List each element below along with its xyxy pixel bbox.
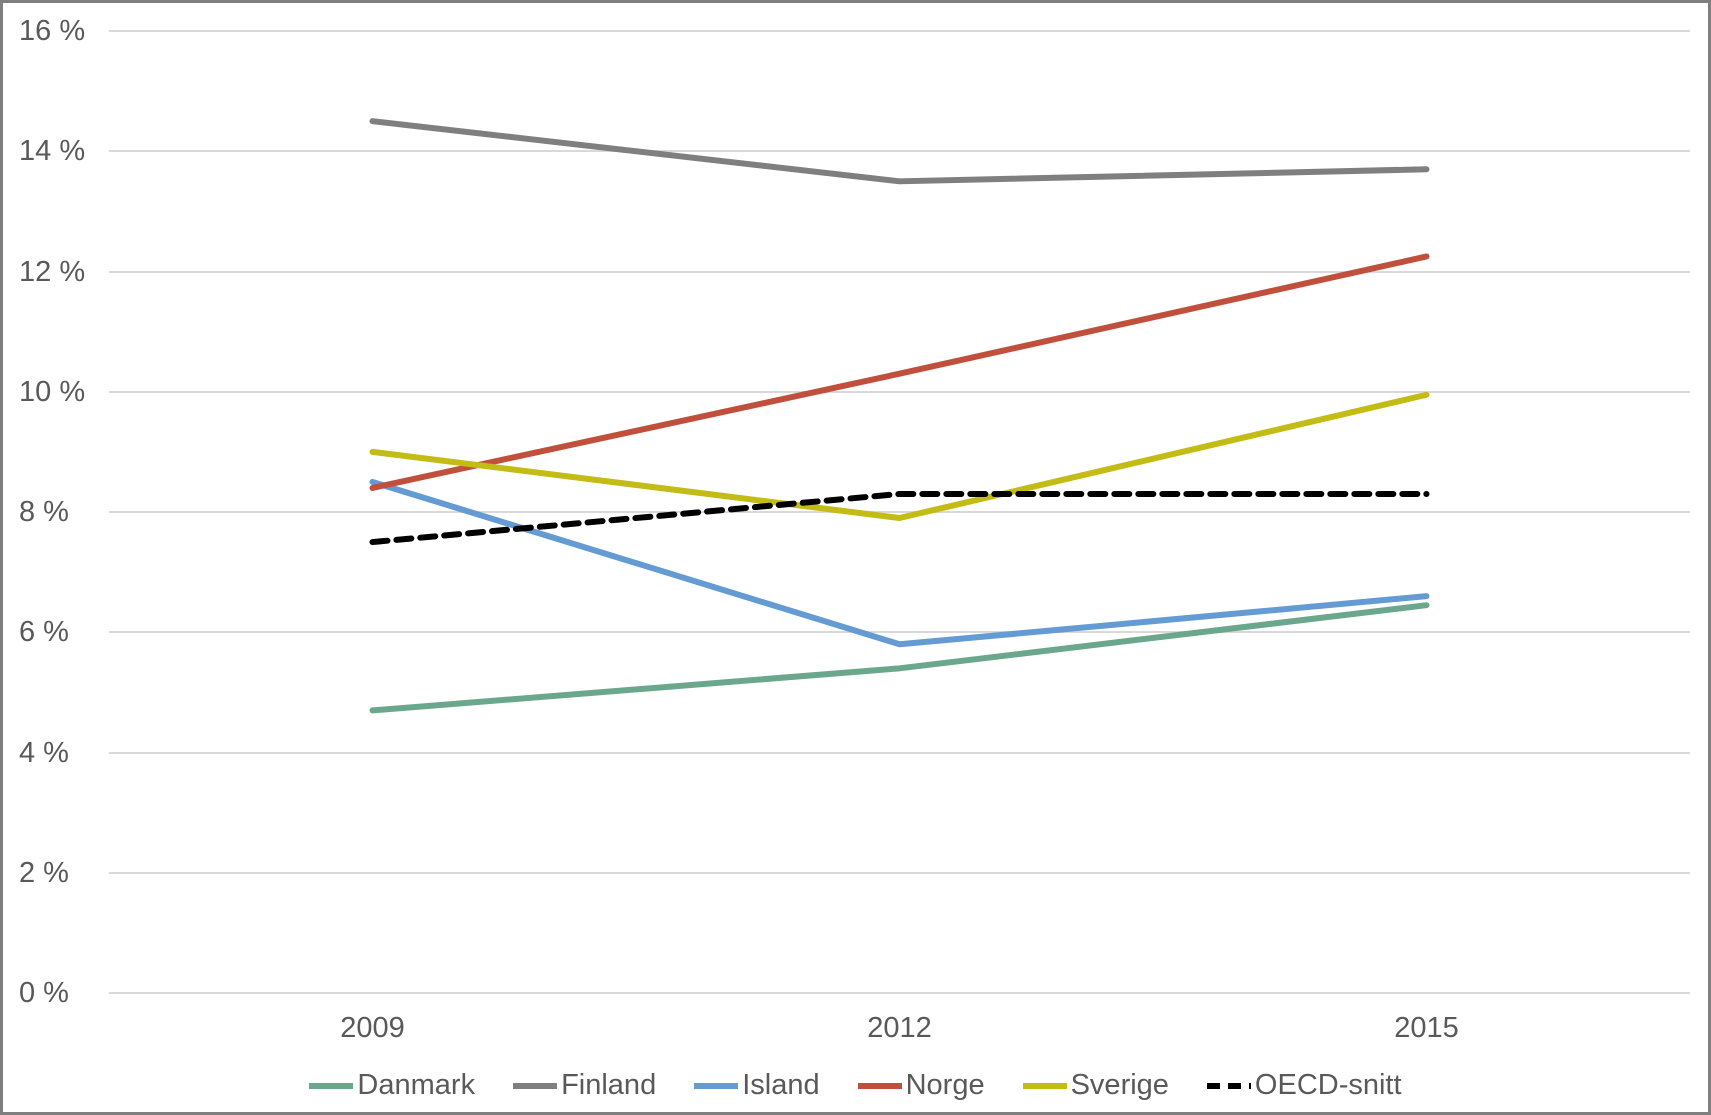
series-line-sverige [369, 391, 1430, 522]
legend-label-sverige: Sverige [1070, 1069, 1169, 1101]
sverige-line-swatch-icon [1022, 1082, 1067, 1089]
gridline [109, 390, 1690, 393]
legend-label-island: Island [742, 1069, 820, 1101]
legend-label-oecd-snitt: OECD-snitt [1254, 1069, 1402, 1101]
finland-line-swatch-icon [513, 1082, 558, 1089]
x-axis-tick-label: 2009 [340, 1012, 405, 1044]
gridline [109, 871, 1690, 874]
x-axis-tick-label: 2012 [867, 1012, 932, 1044]
gridline [109, 992, 1690, 994]
legend-item-sverige: Sverige [1022, 1069, 1169, 1102]
gridline [109, 150, 1690, 153]
island-line-swatch-icon [694, 1082, 739, 1089]
series-line-oecd-snitt [369, 490, 1430, 546]
series-line-danmark [369, 602, 1430, 714]
gridline [109, 270, 1690, 273]
y-axis-tick-label: 16 % [19, 15, 86, 47]
series-line-finland [369, 118, 1430, 185]
legend-label-finland: Finland [561, 1069, 657, 1101]
legend-item-island: Island [694, 1069, 820, 1102]
gridline [109, 631, 1690, 634]
y-axis-tick-label: 2 % [19, 856, 69, 889]
gridline [109, 751, 1690, 754]
oecd-snitt-dashed-line-swatch-icon [1206, 1082, 1251, 1089]
legend-item-norge: Norge [857, 1069, 985, 1102]
gridline [109, 30, 1690, 32]
series-line-norge [369, 253, 1430, 491]
legend: Danmark Finland Island Norge Sverige OEC… [3, 1069, 1708, 1102]
legend-label-norge: Norge [905, 1069, 985, 1101]
x-axis-tick-label: 2015 [1394, 1012, 1459, 1044]
series-line-island [369, 478, 1430, 648]
legend-item-danmark: Danmark [309, 1069, 475, 1102]
plot-area [369, 118, 1430, 714]
y-axis-tick-label: 14 % [19, 135, 86, 168]
y-axis-tick-label: 8 % [19, 496, 69, 528]
norge-line-swatch-icon [857, 1082, 902, 1089]
y-axis-tick-label: 0 % [19, 977, 69, 1009]
gridline [109, 511, 1690, 513]
y-axis-tick-label: 4 % [19, 736, 69, 769]
y-axis-tick-label: 10 % [19, 375, 86, 408]
legend-label-danmark: Danmark [357, 1069, 476, 1101]
legend-item-finland: Finland [513, 1069, 656, 1102]
y-axis-tick-label: 12 % [19, 255, 86, 288]
y-axis-tick-label: 6 % [19, 616, 69, 649]
danmark-line-swatch-icon [309, 1082, 354, 1089]
legend-item-oecd-snitt: OECD-snitt [1206, 1069, 1402, 1102]
